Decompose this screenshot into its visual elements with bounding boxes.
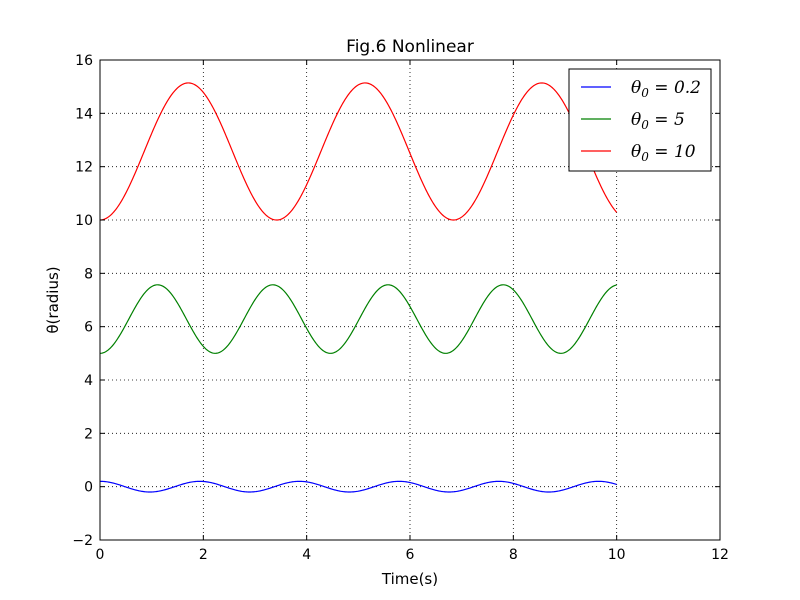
series-line-1 xyxy=(99,284,617,354)
x-tick-label: 8 xyxy=(509,547,518,563)
y-tick-label: −2 xyxy=(72,533,93,549)
y-tick-label: 12 xyxy=(75,160,93,176)
x-tick-label: 12 xyxy=(711,547,729,563)
legend-label-1: θ0 = 5 xyxy=(631,110,685,132)
y-tick-label: 16 xyxy=(75,53,93,69)
y-tick-label: 10 xyxy=(75,213,93,229)
x-tick-label: 6 xyxy=(406,547,415,563)
series-line-0 xyxy=(99,480,617,493)
series-layer xyxy=(99,82,618,493)
x-tick-label: 4 xyxy=(302,547,311,563)
legend: θ0 = 0.2 θ0 = 5 θ0 = 10 xyxy=(568,68,712,172)
legend-label-2: θ0 = 10 xyxy=(631,142,696,164)
y-tick-label: 0 xyxy=(84,480,93,496)
y-tick-label: 8 xyxy=(84,266,93,282)
y-axis-label: θ(radius) xyxy=(44,266,62,333)
y-tick-label: 14 xyxy=(75,106,93,122)
x-tick-label: 0 xyxy=(96,547,105,563)
y-tick-label: 4 xyxy=(84,373,93,389)
x-axis-label: Time(s) xyxy=(381,570,438,588)
legend-label-0: θ0 = 0.2 xyxy=(631,78,701,100)
x-tick-label: 10 xyxy=(608,547,626,563)
y-tick-label: 6 xyxy=(84,320,93,336)
series-line-2 xyxy=(99,82,618,221)
y-tick-label: 2 xyxy=(84,426,93,442)
legend-box xyxy=(568,68,712,172)
x-tick-label: 2 xyxy=(199,547,208,563)
chart-title: Fig.6 Nonlinear xyxy=(346,37,474,57)
